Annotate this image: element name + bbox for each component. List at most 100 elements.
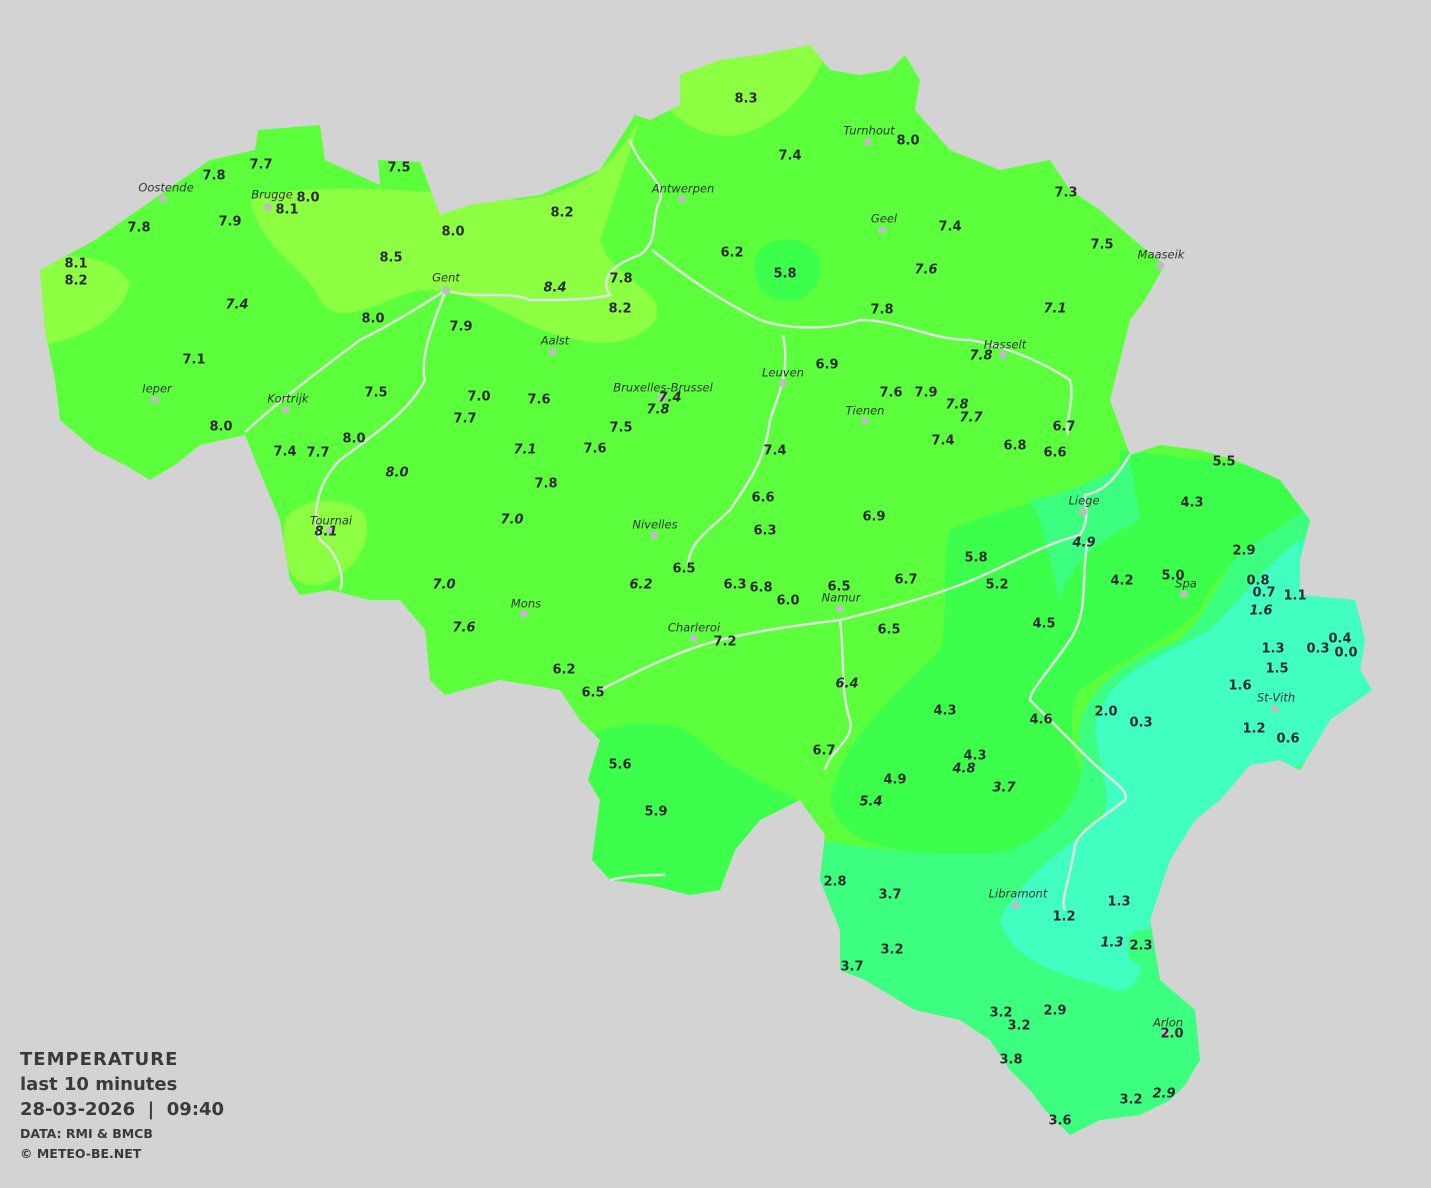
station-temperature: 8.0 <box>361 311 385 327</box>
city-label: Libramont <box>988 886 1048 901</box>
station-temperature: 4.5 <box>1032 616 1056 632</box>
legend-title: TEMPERATURE <box>20 1049 179 1070</box>
station-temperature: 2.0 <box>1094 704 1118 720</box>
station-temperature: 7.7 <box>306 445 330 461</box>
city-label: Tournai <box>309 513 353 528</box>
station-temperature: 8.3 <box>734 91 758 107</box>
station-temperature: 1.3 <box>1261 641 1285 657</box>
city-marker <box>1079 508 1087 516</box>
station-temperature: 8.5 <box>379 250 403 266</box>
river-line <box>599 454 1132 692</box>
station-temperature: 7.0 <box>467 389 491 405</box>
city-label: Mons <box>510 596 542 611</box>
city-label: Liege <box>1068 493 1100 508</box>
station-temperature: 5.0 <box>1161 568 1185 584</box>
city-marker <box>442 286 450 294</box>
station-temperature: 6.6 <box>751 490 775 506</box>
river-line <box>244 139 662 433</box>
station-temperature: 7.5 <box>1090 237 1114 253</box>
station-temperature: 6.8 <box>1003 438 1027 454</box>
station-temperature: 7.1 <box>513 442 537 458</box>
city-marker <box>690 634 698 642</box>
temperature-zone-band-4-6-east <box>830 450 1320 857</box>
station-temperature: 7.7 <box>453 411 477 427</box>
city-label: Gent <box>432 270 460 285</box>
station-temperature: 5.5 <box>1212 454 1236 470</box>
station-temperature: 7.9 <box>914 385 938 401</box>
station-temperature: 6.7 <box>812 743 836 759</box>
station-temperature: 7.7 <box>249 157 273 173</box>
temperature-zone-band-8-plus-west <box>40 256 130 345</box>
city-marker <box>520 610 528 618</box>
city-label: Hasselt <box>983 337 1027 352</box>
station-temperature: 4.3 <box>1180 495 1204 511</box>
station-temperature: 6.8 <box>749 580 773 596</box>
station-temperature: 4.2 <box>1110 573 1134 589</box>
station-temperature: 6.2 <box>552 662 576 678</box>
station-temperature: 8.1 <box>275 202 299 218</box>
city-marker <box>878 226 886 234</box>
city-label: Oostende <box>138 180 194 195</box>
city-marker <box>864 138 872 146</box>
city-label: Leuven <box>762 365 804 380</box>
city-marker <box>1156 262 1164 270</box>
station-temperature: 7.0 <box>500 512 524 528</box>
city-marker <box>678 195 686 203</box>
station-temperature: 7.4 <box>938 219 962 235</box>
station-temperature: 6.3 <box>723 577 747 593</box>
city-label: Turnhout <box>843 123 895 138</box>
station-temperature: 6.9 <box>862 509 886 525</box>
station-temperature: 4.9 <box>1072 535 1096 551</box>
city-label: Nivelles <box>632 517 678 532</box>
station-temperature: 4.9 <box>883 772 907 788</box>
station-temperature: 5.8 <box>773 266 797 282</box>
station-temperature: 4.8 <box>952 761 976 777</box>
station-temperature: 7.8 <box>534 476 558 492</box>
station-temperature: 6.7 <box>894 572 918 588</box>
station-temperature: 7.4 <box>658 390 682 406</box>
city-marker <box>264 203 272 211</box>
station-temperature: 5.4 <box>859 794 883 810</box>
station-temperature: 7.5 <box>609 420 633 436</box>
temperature-zone-band-0-2 <box>1000 540 1372 991</box>
station-temperature: 7.5 <box>387 160 411 176</box>
station-temperature: 3.2 <box>1007 1018 1031 1034</box>
city-label: Brugge <box>251 187 293 202</box>
station-temperature: 8.4 <box>543 280 567 296</box>
legend: TEMPERATURE last 10 minutes 28-03-2026 |… <box>20 1047 224 1164</box>
station-temperature: 3.6 <box>1048 1113 1072 1129</box>
station-temperature: 5.2 <box>985 577 1009 593</box>
station-temperature: 8.2 <box>608 301 632 317</box>
station-temperature: 6.0 <box>776 593 800 609</box>
station-temperature: 2.9 <box>1043 1003 1067 1019</box>
station-temperature: 2.3 <box>1129 938 1153 954</box>
station-temperature: 7.2 <box>713 634 737 650</box>
river-line <box>651 249 1073 436</box>
station-temperature: 7.0 <box>432 577 456 593</box>
station-temperature: 6.5 <box>827 579 851 595</box>
station-temperature: 0.8 <box>1246 573 1270 589</box>
station-temperature: 7.3 <box>1054 185 1078 201</box>
city-marker <box>1180 590 1188 598</box>
river-line <box>609 873 666 882</box>
station-temperature: 6.5 <box>581 685 605 701</box>
station-temperature: 3.7 <box>878 887 902 903</box>
station-temperature: 4.6 <box>1029 712 1053 728</box>
station-temperature: 6.9 <box>815 357 839 373</box>
station-temperature: 4.3 <box>963 748 987 764</box>
station-temperature: 8.0 <box>296 190 320 206</box>
city-marker <box>326 526 334 534</box>
station-temperature: 0.3 <box>1129 715 1153 731</box>
station-temperature: 2.8 <box>823 874 847 890</box>
city-label: Spa <box>1175 576 1197 591</box>
station-temperature: 1.3 <box>1107 894 1131 910</box>
station-temperature: 8.1 <box>64 256 88 272</box>
city-label: Aalst <box>540 333 570 348</box>
station-temperature: 3.2 <box>880 942 904 958</box>
legend-copyright: © METEO-BE.NET <box>20 1146 142 1161</box>
city-marker <box>861 417 869 425</box>
river-line <box>823 619 852 771</box>
station-temperature: 6.2 <box>720 245 744 261</box>
temperature-zone-band-2-4-liege <box>1030 460 1140 600</box>
